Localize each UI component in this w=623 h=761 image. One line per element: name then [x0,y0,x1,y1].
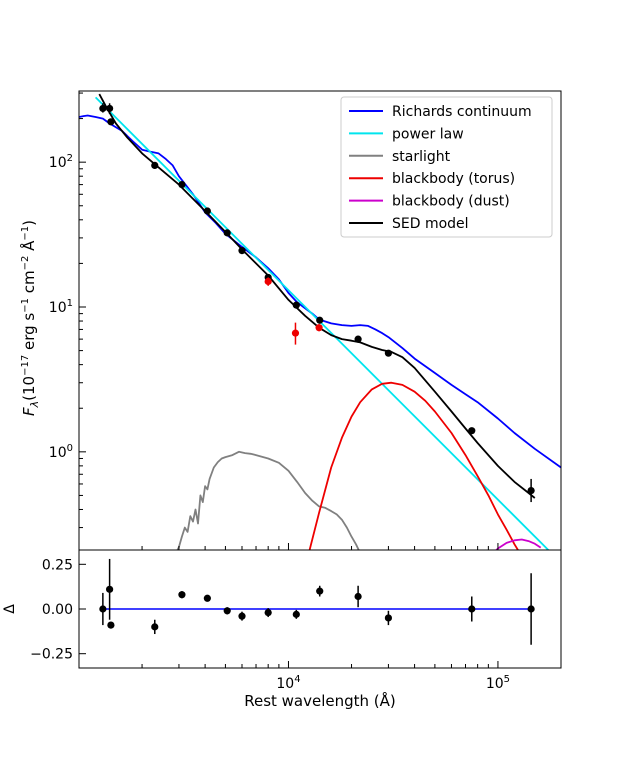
residual-y-tick-label: 0.25 [42,557,73,573]
sed-data-point-14 [354,335,362,343]
x-axis-label: Rest wavelength (Å) [244,691,396,710]
residual-point-9 [292,610,300,618]
residual-point-14 [527,605,535,613]
residual-point-0 [99,605,107,613]
legend-box [340,96,553,238]
series-blackbody-torus [308,381,520,550]
legend-label-power-law: power law [392,126,464,142]
residual-plot-panel: 0.25 0.00 −0.25 104 105 Δ Rest wavelength (… [2,549,562,710]
residual-point-4 [178,591,186,599]
legend-label-starlight: starlight [392,149,451,165]
residual-point-13 [468,605,476,613]
sed-data-point-7 [238,247,246,255]
sed-data-point-4 [178,181,186,189]
legend-label-sed-model: SED model [392,216,469,232]
series-richards-continuum [79,114,561,469]
residual-y-tick-label: −0.25 [30,647,73,663]
sed-data-point-5 [203,207,211,215]
residual-point-10 [316,587,324,595]
residual-y-axis-label: Δ [2,604,18,614]
residual-point-6 [223,607,231,615]
x-tick-label: 104 [276,674,300,692]
sed-data-point-3 [151,161,159,169]
sed-data-point-2 [107,118,115,126]
sed-data-point-17 [527,486,535,495]
y-tick-label: 102 [49,153,73,171]
legend-label-blackbody-torus: blackbody (torus) [392,171,515,187]
sed-data-point-6 [223,229,231,237]
sed-data-point-10 [291,329,300,337]
residual-point-3 [151,623,159,631]
y-tick-label: 101 [49,298,73,316]
legend-label-richards-continuum: Richards continuum [392,104,532,120]
sed-data-point-11 [292,301,300,309]
series-power-law [94,96,550,550]
residual-point-5 [203,594,211,602]
legend: Richards continuum power law starlight blac… [340,96,553,238]
sed-data-point-12 [315,324,323,332]
sed-data-point-16 [468,427,476,435]
residual-point-8 [264,608,272,617]
legend-label-blackbody-dust: blackbody (dust) [392,194,510,210]
x-tick-label: 105 [486,674,510,692]
sed-data-point-15 [384,349,393,357]
residual-point-1 [106,585,114,593]
residual-point-12 [384,614,393,622]
sed-plot-panel: 102 101 100 Fλ(10−17 erg s−1 cm−2 Å−1) Ric… [19,90,562,551]
residual-point-11 [354,592,362,601]
residual-point-7 [238,612,246,620]
residual-y-tick-label: 0.00 [42,602,73,618]
sed-y-axis-label: Fλ(10−17 erg s−1 cm−2 Å−1) [19,220,41,416]
sed-data-point-0 [99,104,107,113]
sed-data-point-1 [106,104,114,113]
series-blackbody-dust [495,538,542,550]
sed-data-point-9 [264,277,272,286]
residual-point-2 [107,621,115,629]
y-tick-label: 100 [49,443,73,461]
sed-data-point-13 [316,316,324,324]
series-sed-model [98,93,536,499]
series-starlight [176,450,360,550]
